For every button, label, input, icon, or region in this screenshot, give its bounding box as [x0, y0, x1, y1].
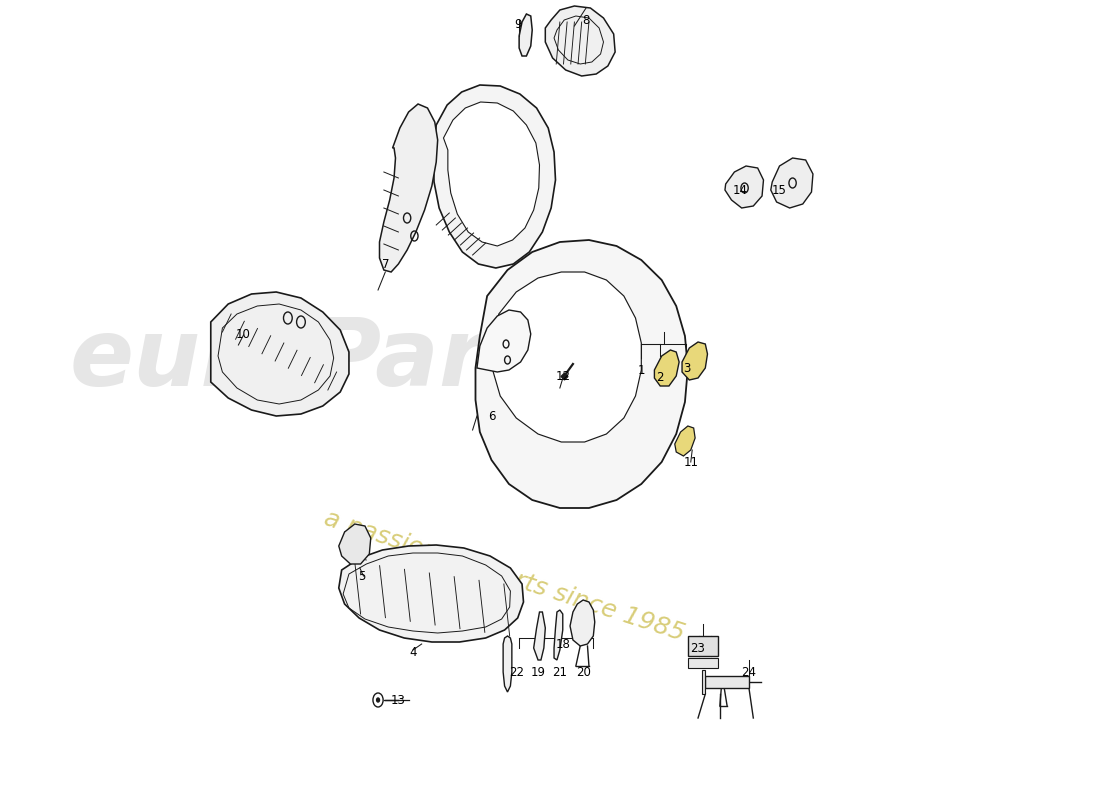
Polygon shape [379, 104, 438, 272]
Text: 19: 19 [530, 666, 546, 678]
Text: 9: 9 [514, 18, 521, 30]
Polygon shape [705, 676, 749, 688]
Polygon shape [570, 600, 595, 646]
Polygon shape [674, 426, 695, 456]
Text: 1: 1 [638, 363, 645, 377]
Polygon shape [688, 658, 718, 668]
Ellipse shape [376, 698, 380, 702]
Text: 12: 12 [556, 370, 571, 382]
Text: 22: 22 [508, 666, 524, 678]
Polygon shape [433, 85, 556, 268]
Text: 13: 13 [390, 694, 406, 706]
Polygon shape [477, 310, 531, 372]
Polygon shape [534, 612, 546, 660]
Polygon shape [703, 670, 705, 694]
Polygon shape [211, 292, 349, 416]
Text: 5: 5 [359, 570, 365, 582]
Polygon shape [546, 6, 615, 76]
Text: 20: 20 [575, 666, 591, 678]
Text: 6: 6 [487, 410, 495, 422]
Text: 21: 21 [552, 666, 568, 678]
Polygon shape [725, 166, 763, 208]
Polygon shape [554, 610, 563, 660]
Polygon shape [682, 342, 707, 380]
Polygon shape [771, 158, 813, 208]
Text: 4: 4 [409, 646, 417, 658]
Polygon shape [339, 545, 524, 642]
Text: 3: 3 [683, 362, 690, 374]
Text: 8: 8 [582, 14, 590, 26]
Polygon shape [654, 350, 679, 386]
Text: 14: 14 [733, 183, 748, 197]
Text: a passion for parts since 1985: a passion for parts since 1985 [321, 506, 688, 646]
Text: 7: 7 [382, 258, 389, 271]
Text: 18: 18 [557, 638, 571, 651]
Text: 24: 24 [741, 666, 757, 678]
Text: euroParts: euroParts [69, 314, 587, 406]
Text: 23: 23 [691, 642, 705, 654]
Polygon shape [519, 14, 532, 56]
Text: 10: 10 [236, 329, 251, 342]
Polygon shape [339, 524, 371, 564]
Polygon shape [503, 636, 512, 692]
Polygon shape [493, 272, 641, 442]
Polygon shape [443, 102, 539, 246]
Polygon shape [475, 240, 688, 508]
Text: 2: 2 [657, 371, 664, 385]
Polygon shape [688, 636, 718, 656]
Text: 11: 11 [683, 455, 698, 469]
Text: 15: 15 [772, 183, 786, 197]
